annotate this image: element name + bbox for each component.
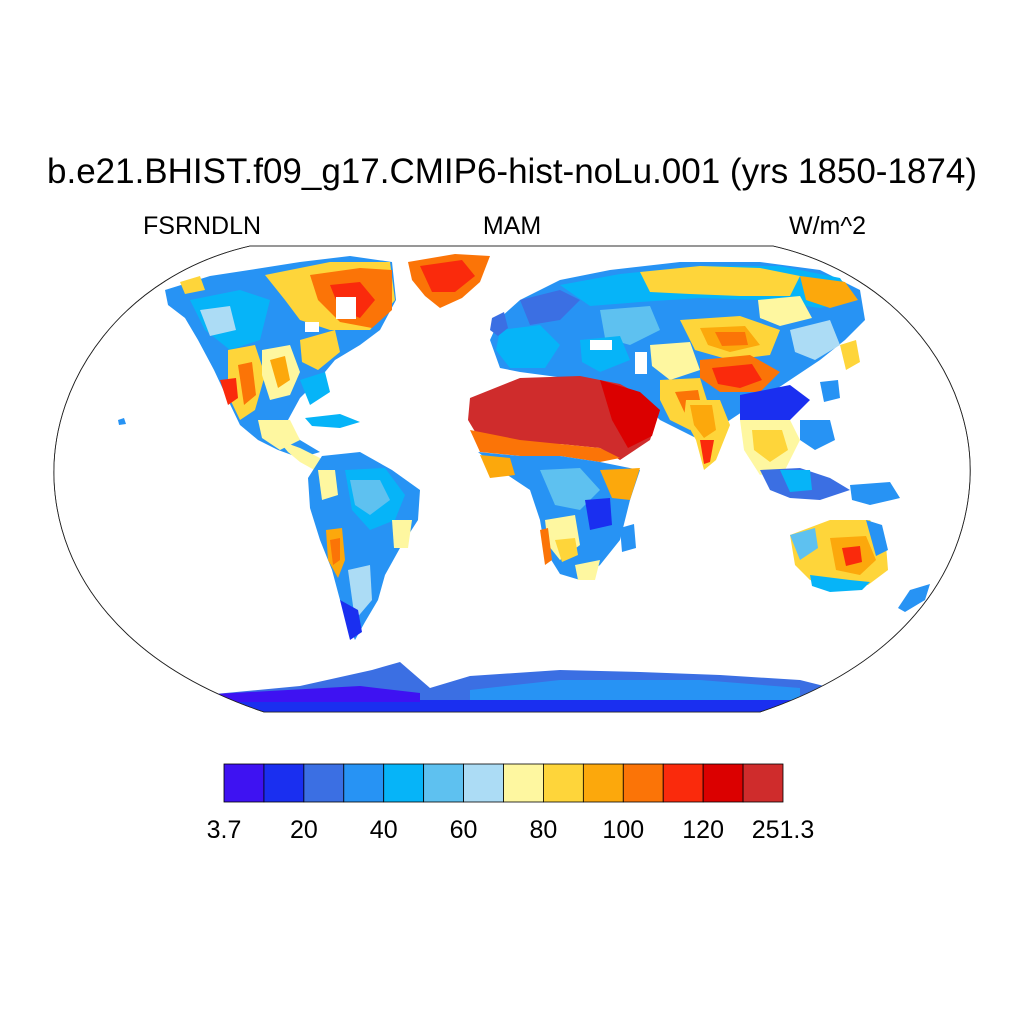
colorbar-tick-label: 100 bbox=[602, 816, 644, 844]
region-south-america bbox=[308, 452, 420, 640]
colorbar-box bbox=[702, 763, 744, 803]
colorbar-box bbox=[463, 763, 504, 803]
colorbar-box bbox=[263, 763, 305, 803]
variable-label: FSRNDLN bbox=[143, 212, 262, 240]
colorbar-box bbox=[503, 763, 544, 803]
colorbar-tick-label: 40 bbox=[370, 816, 398, 844]
colorbar-box bbox=[343, 763, 385, 803]
region-india bbox=[684, 400, 730, 470]
region-australia bbox=[790, 520, 888, 592]
colorbar-tick-label: 3.7 bbox=[207, 816, 242, 844]
region-antarctica bbox=[205, 662, 840, 712]
units-label: W/m^2 bbox=[789, 212, 867, 240]
colorbar-box bbox=[662, 763, 704, 803]
colorbar-tick-label: 20 bbox=[290, 816, 318, 844]
colorbar-box bbox=[622, 763, 664, 803]
colorbar-box bbox=[742, 763, 784, 803]
region-north-america bbox=[118, 256, 396, 458]
colorbar-box bbox=[543, 763, 584, 803]
colorbar-box bbox=[223, 763, 265, 803]
map-title: b.e21.BHIST.f09_g17.CMIP6-hist-noLu.001 … bbox=[47, 152, 977, 191]
region-north-africa-arabia bbox=[468, 376, 660, 462]
colorbar-box bbox=[303, 763, 345, 803]
colorbar-tick-label: 120 bbox=[682, 816, 724, 844]
region-africa bbox=[478, 452, 640, 580]
colorbar-box bbox=[582, 763, 624, 803]
colorbar-boxes bbox=[223, 763, 784, 803]
colorbar-box bbox=[383, 763, 425, 803]
region-southeast-asia bbox=[740, 340, 900, 505]
colorbar-tick-label: 80 bbox=[530, 816, 558, 844]
season-label: MAM bbox=[482, 212, 542, 240]
colorbar-labels: 3.7 20 40 60 80 100 120 251.3 bbox=[207, 816, 815, 844]
colorbar-box bbox=[423, 763, 464, 803]
region-greenland bbox=[408, 254, 490, 308]
colorbar-tick-label: 251.3 bbox=[752, 816, 815, 844]
colorbar-tick-label: 60 bbox=[450, 816, 478, 844]
region-new-zealand bbox=[898, 584, 930, 612]
region-british-isles bbox=[490, 312, 508, 336]
